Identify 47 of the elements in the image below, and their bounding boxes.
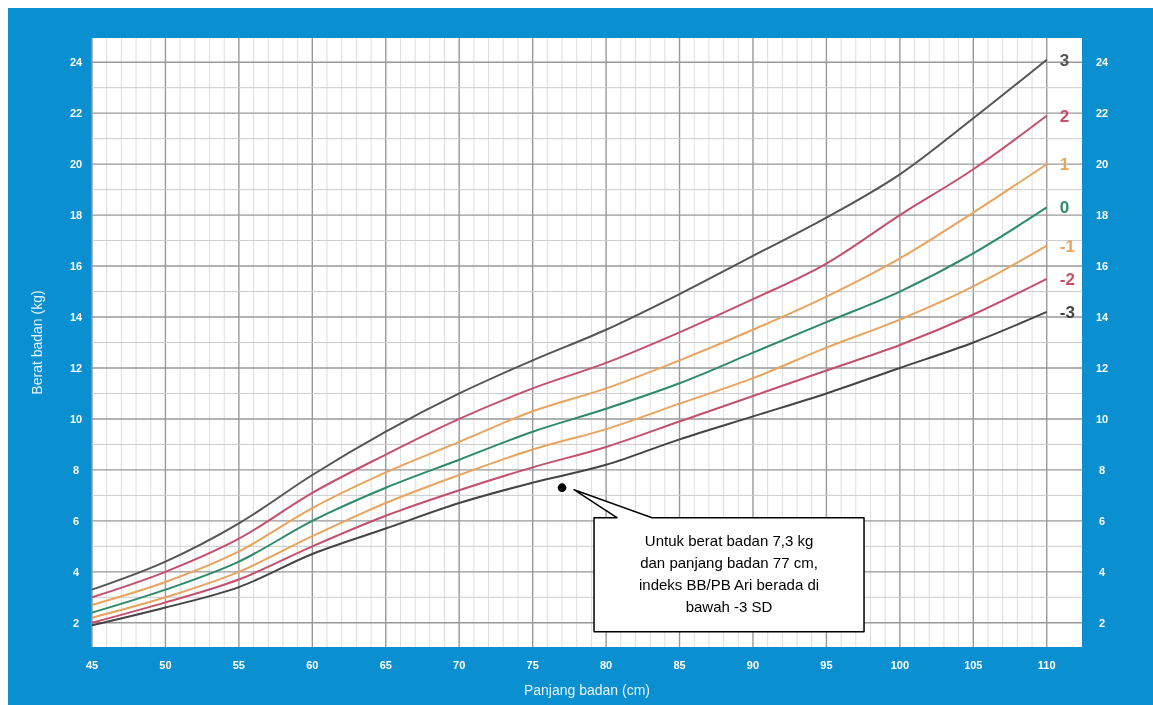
y-tick-label: 22 [69, 107, 83, 120]
x-tick-label: 65 [379, 659, 392, 671]
annotation: Untuk berat badan 7,3 kg dan panjang badan 77 cm, indeks BB/PB Ari berada di bawah -3 SD [638, 531, 820, 615]
y2-tick-label: 2 [1098, 616, 1106, 629]
y2-tick-label: 10 [1095, 412, 1109, 425]
x-tick-label: 85 [673, 659, 686, 671]
y2-tick-label: 24 [1095, 56, 1109, 69]
y2-tick-label: 6 [1098, 514, 1106, 527]
series-label: 0 [1059, 198, 1070, 218]
x-axis-title: Panjang badan (cm) [523, 682, 651, 698]
x-tick-label: 45 [85, 659, 99, 671]
x-tick-label: 105 [964, 659, 983, 671]
x-tick-label: 50 [159, 659, 172, 671]
y-tick-label: 6 [72, 514, 80, 527]
y-tick-label: 2 [72, 616, 80, 629]
x-tick-label: 55 [232, 659, 246, 671]
y-tick-label: 18 [69, 209, 83, 222]
y2-tick-label: 8 [1098, 463, 1106, 476]
series-label: -3 [1059, 302, 1075, 322]
y-axis-title: Berat badan (kg) [29, 290, 45, 395]
y2-tick-label: 20 [1095, 158, 1109, 171]
x-tick-label: 100 [890, 659, 910, 671]
y2-tick-label: 4 [1098, 565, 1106, 578]
x-tick-label: 60 [306, 659, 319, 671]
x-tick-label: 95 [820, 659, 833, 671]
y-tick-label: 4 [72, 565, 80, 578]
y-tick-label: 10 [69, 412, 83, 425]
y-tick-label: 16 [69, 260, 83, 273]
x-tick-label: 80 [599, 659, 613, 671]
y2-tick-label: 18 [1095, 209, 1109, 222]
y-tick-label: 12 [69, 361, 83, 374]
x-tick-label: 110 [1037, 659, 1056, 671]
y2-tick-label: 22 [1095, 107, 1109, 120]
x-tick-label: 90 [746, 659, 760, 671]
y2-tick-label: 14 [1095, 311, 1109, 324]
y2-tick-label: 12 [1095, 361, 1109, 374]
x-tick-label: 75 [526, 659, 539, 671]
x-tick-label: 70 [453, 659, 466, 671]
series-label: -1 [1059, 236, 1075, 256]
y-tick-label: 14 [69, 311, 83, 324]
y-tick-label: 8 [72, 463, 80, 476]
y2-tick-label: 16 [1095, 260, 1109, 273]
series-label: 2 [1059, 106, 1070, 126]
series-label: 1 [1059, 155, 1070, 175]
y-tick-label: 20 [69, 158, 83, 171]
y-tick-label: 24 [69, 56, 83, 69]
series-label: -2 [1059, 269, 1075, 289]
